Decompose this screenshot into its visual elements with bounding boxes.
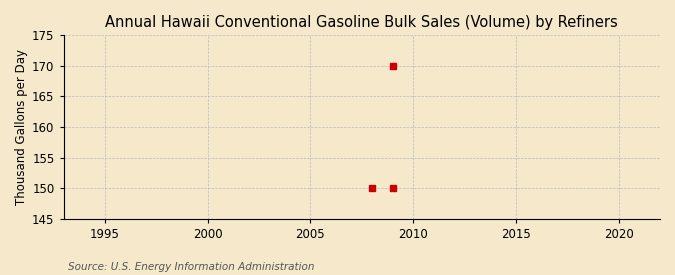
Y-axis label: Thousand Gallons per Day: Thousand Gallons per Day: [15, 49, 28, 205]
Text: Source: U.S. Energy Information Administration: Source: U.S. Energy Information Administ…: [68, 262, 314, 272]
Title: Annual Hawaii Conventional Gasoline Bulk Sales (Volume) by Refiners: Annual Hawaii Conventional Gasoline Bulk…: [105, 15, 618, 30]
